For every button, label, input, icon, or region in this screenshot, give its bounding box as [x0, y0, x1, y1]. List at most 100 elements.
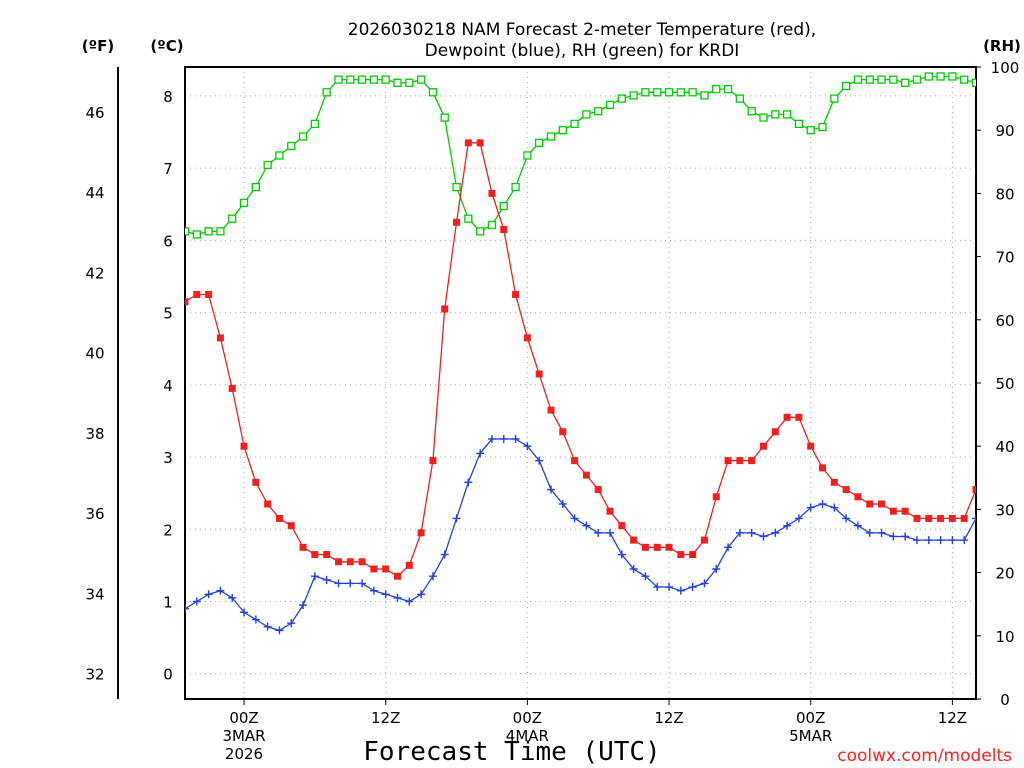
temperature-point	[961, 515, 968, 522]
temperature-point	[500, 226, 507, 233]
temperature-point	[937, 515, 944, 522]
rh-point	[182, 228, 189, 235]
dewpoint-point	[937, 536, 945, 544]
dewpoint-point	[748, 529, 756, 537]
rh-point	[311, 120, 318, 127]
temperature-point	[335, 558, 342, 565]
rh-point	[512, 184, 519, 191]
temperature-point	[925, 515, 932, 522]
rh-point	[689, 89, 696, 96]
temperature-point	[595, 486, 602, 493]
rh-point	[229, 215, 236, 222]
dewpoint-point	[1019, 392, 1024, 400]
temperature-point	[618, 522, 625, 529]
rh-point	[441, 114, 448, 121]
fahrenheit-tick-label: 38	[85, 425, 104, 443]
rh-point	[264, 161, 271, 168]
celsius-unit-label: (ºC)	[150, 37, 183, 55]
dewpoint-point	[677, 587, 685, 595]
rh-point	[276, 152, 283, 159]
credit-text: coolwx.com/modelts	[837, 746, 1012, 766]
rh-point	[866, 76, 873, 83]
dewpoint-point	[429, 572, 437, 580]
dewpoint-point	[878, 529, 886, 537]
temperature-point	[607, 508, 614, 515]
rh-point	[807, 127, 814, 134]
dewpoint-point	[181, 605, 189, 613]
rh-point	[996, 89, 1003, 96]
rh-point	[854, 76, 861, 83]
temperature-point	[217, 334, 224, 341]
dewpoint-point	[323, 576, 331, 584]
dewpoint-point	[594, 529, 602, 537]
rh-point	[347, 76, 354, 83]
rh-series	[170, 73, 1024, 238]
fahrenheit-tick-label: 46	[85, 104, 104, 122]
data-series	[169, 73, 1024, 634]
rh-point	[595, 108, 602, 115]
rh-point	[382, 76, 389, 83]
rh-tick-label: 20	[995, 565, 1014, 583]
temperature-point	[347, 558, 354, 565]
temperature-point	[488, 190, 495, 197]
rh-point	[642, 89, 649, 96]
rh-point	[772, 111, 779, 118]
fahrenheit-tick-label: 42	[85, 264, 104, 282]
temperature-point	[654, 544, 661, 551]
dewpoint-point	[984, 482, 992, 490]
rh-tick-label: 80	[995, 185, 1014, 203]
rh-point	[725, 86, 732, 93]
dewpoint-point	[252, 616, 260, 624]
fahrenheit-tick-label: 36	[85, 505, 104, 523]
rh-point	[477, 228, 484, 235]
rh-point	[241, 199, 248, 206]
rh-point	[394, 79, 401, 86]
temperature-point	[406, 562, 413, 569]
rh-point	[618, 95, 625, 102]
rh-point	[748, 108, 755, 115]
rh-tick-label: 40	[995, 438, 1014, 456]
rh-tick-label: 0	[1000, 691, 1010, 709]
temperature-point	[465, 139, 472, 146]
rh-point	[252, 184, 259, 191]
temperature-point	[913, 515, 920, 522]
rh-tick-label: 50	[995, 375, 1014, 393]
temperature-point	[878, 500, 885, 507]
celsius-tick-label: 0	[163, 666, 173, 684]
rh-point	[890, 76, 897, 83]
temperature-point	[524, 334, 531, 341]
temperature-point	[536, 370, 543, 377]
temperature-point	[748, 457, 755, 464]
temperature-point	[288, 522, 295, 529]
dewpoint-point	[394, 594, 402, 602]
rh-point	[418, 76, 425, 83]
fahrenheit-tick-label: 34	[85, 585, 104, 603]
dewpoint-point	[925, 536, 933, 544]
dewpoint-point	[972, 514, 980, 522]
dewpoint-point	[606, 529, 614, 537]
dewpoint-point	[689, 583, 697, 591]
temperature-point	[984, 450, 991, 457]
temperature-point	[677, 551, 684, 558]
temperature-point	[784, 414, 791, 421]
dewpoint-point	[960, 536, 968, 544]
dewpoint-point	[913, 536, 921, 544]
temperature-point	[736, 457, 743, 464]
dewpoint-point	[275, 626, 283, 634]
temperature-point	[642, 544, 649, 551]
rh-point	[335, 76, 342, 83]
rh-point	[795, 120, 802, 127]
temperature-point	[182, 298, 189, 305]
temperature-point	[359, 558, 366, 565]
rh-tick-label: 60	[995, 312, 1014, 330]
rh-point	[406, 79, 413, 86]
celsius-tick-label: 8	[163, 88, 173, 106]
temperature-point	[725, 457, 732, 464]
grid-lines	[185, 67, 1024, 699]
dewpoint-point	[759, 532, 767, 540]
dewpoint-point	[901, 532, 909, 540]
rh-point	[453, 184, 460, 191]
rh-point	[949, 73, 956, 80]
dewpoint-point	[453, 514, 461, 522]
x-tick-label: 00Z	[796, 709, 825, 727]
